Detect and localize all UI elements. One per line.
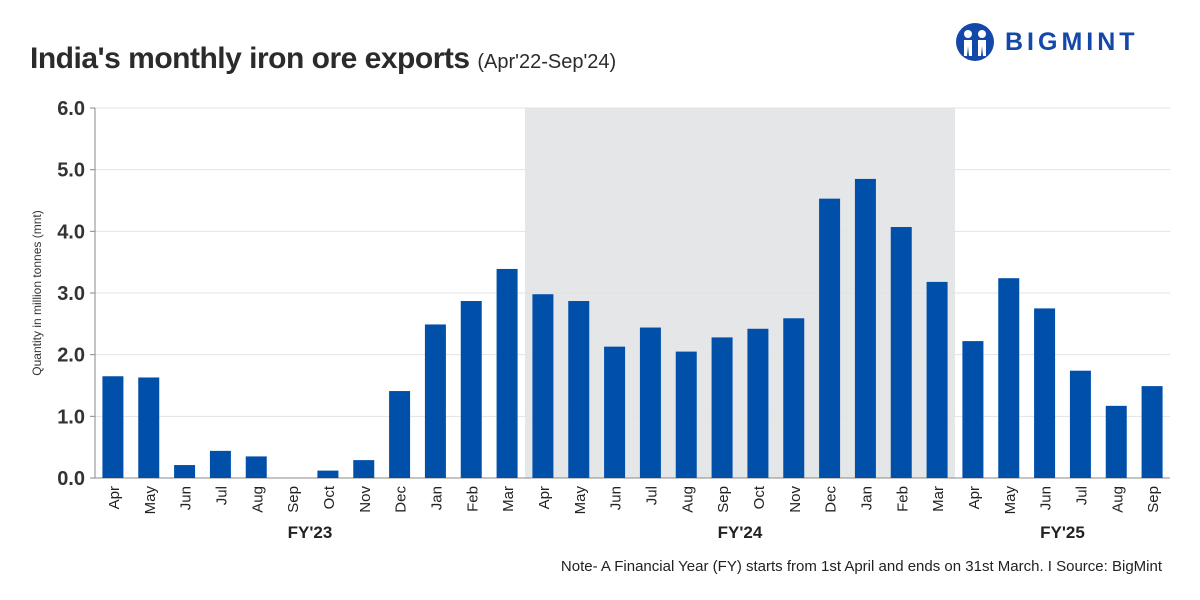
x-tick-label: Feb [894, 486, 911, 512]
x-tick-label: Nov [787, 486, 804, 513]
bar [783, 318, 805, 478]
bigmint-logo: BIGMINT [955, 22, 1139, 62]
y-tick-label: 5.0 [57, 160, 85, 182]
x-tick-label: Dec [823, 486, 840, 513]
x-tick-label: May [142, 486, 159, 515]
x-tick-label: Jun [1038, 486, 1055, 510]
bar [353, 460, 375, 478]
bar [1069, 370, 1091, 478]
y-tick-label: 0.0 [57, 468, 85, 490]
chart-subtitle: (Apr'22-Sep'24) [477, 51, 617, 73]
bar [854, 178, 876, 478]
bar [890, 227, 912, 478]
x-tick-label: Jun [178, 486, 195, 510]
bar [568, 301, 590, 478]
x-tick-label: Aug [1109, 486, 1126, 513]
bar [926, 281, 948, 478]
logo-icon [956, 23, 994, 61]
x-tick-label: Apr [106, 486, 123, 509]
bar [998, 278, 1020, 478]
y-tick-label: 2.0 [57, 345, 85, 367]
x-tick-label: May [1002, 486, 1019, 515]
group-label: FY'24 [718, 523, 763, 542]
y-tick-label: 3.0 [57, 283, 85, 305]
bar [1105, 405, 1127, 478]
group-label: FY'23 [288, 523, 333, 542]
bar [389, 391, 411, 478]
x-tick-label: Jul [643, 486, 660, 505]
y-tick-label: 4.0 [57, 221, 85, 243]
x-tick-label: Aug [679, 486, 696, 513]
bar [962, 341, 984, 478]
x-tick-label: Jan [858, 486, 875, 510]
y-tick-label: 6.0 [57, 98, 85, 120]
bar [245, 456, 267, 478]
chart-title: India's monthly iron ore exports (Apr'22… [30, 42, 616, 76]
bar [639, 327, 661, 478]
x-tick-label: Apr [966, 486, 983, 509]
x-tick-label: Sep [1145, 486, 1162, 513]
bar [532, 294, 554, 478]
bar [604, 346, 626, 478]
x-tick-label: Mar [500, 486, 517, 512]
x-tick-label: Jan [428, 486, 445, 510]
x-tick-label: Dec [393, 486, 410, 513]
bar [460, 301, 482, 478]
y-tick-label: 1.0 [57, 406, 85, 428]
y-axis-label: Quantity in million tonnes (mnt) [30, 210, 44, 375]
x-tick-label: Oct [321, 485, 338, 509]
x-tick-label: Feb [464, 486, 481, 512]
x-tick-label: May [572, 486, 589, 515]
group-label: FY'25 [1040, 523, 1085, 542]
bar [317, 470, 339, 478]
bar [1141, 386, 1163, 478]
bar [1034, 308, 1056, 478]
x-tick-label: Jul [1073, 486, 1090, 505]
bar [747, 328, 769, 478]
bar [174, 465, 196, 478]
x-tick-label: Oct [751, 485, 768, 509]
footnote: Note- A Financial Year (FY) starts from … [560, 558, 1162, 575]
x-tick-label: Apr [536, 486, 553, 509]
bar [819, 198, 841, 478]
x-tick-label: Mar [930, 486, 947, 512]
x-tick-label: Nov [357, 486, 374, 513]
bar [424, 324, 446, 478]
bar [675, 351, 697, 478]
x-tick-label: Sep [715, 486, 732, 513]
x-tick-label: Aug [249, 486, 266, 513]
bar [496, 268, 518, 478]
x-tick-label: Jul [213, 486, 230, 505]
bar [209, 450, 231, 478]
bar [711, 337, 733, 478]
logo-text: BIGMINT [1005, 27, 1139, 56]
bar [138, 377, 160, 478]
x-tick-label: Sep [285, 486, 302, 513]
bar [102, 376, 124, 478]
title-text: India's monthly iron ore exports [30, 42, 470, 75]
x-tick-label: Jun [608, 486, 625, 510]
